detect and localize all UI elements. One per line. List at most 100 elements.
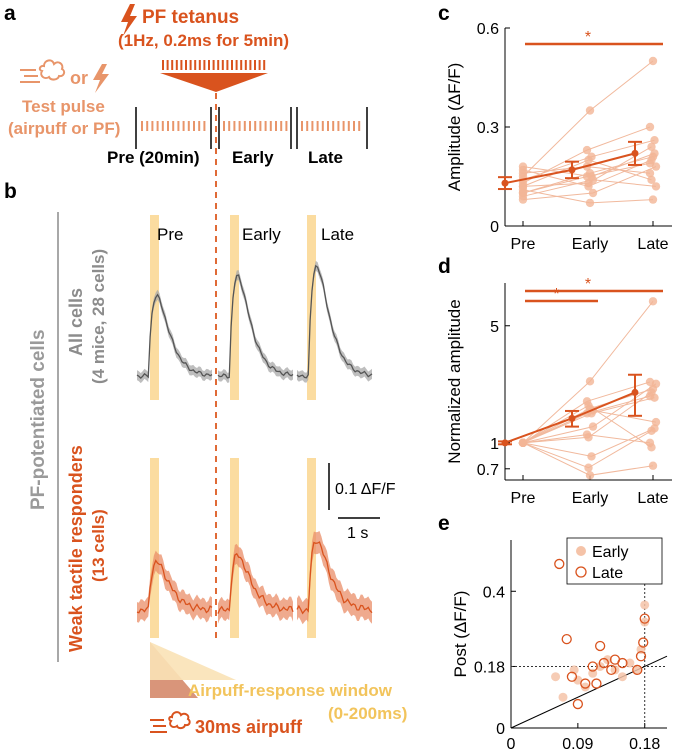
cell-point [584,463,593,472]
scale-bar-x-label: 1 s [347,525,368,542]
tetanus-title: PF tetanus [142,7,239,28]
y-axis-label: Normalized amplitude [445,299,464,463]
cell-point [588,422,598,431]
mean-point [568,414,576,422]
x-tick-label: Early [572,490,608,507]
late-point [554,558,565,570]
y-axis-label: Post (ΔF/F) [451,591,470,678]
cell-point [645,377,655,387]
panel-c-letter: c [438,2,450,25]
mean-point [631,388,639,396]
tetanus-funnel [160,73,268,92]
panel-a-letter: a [4,2,16,25]
test-or-text: or [70,68,88,88]
side-label: PF-potentiated cells [28,329,49,510]
cell-point [585,471,595,480]
x-tick-label: Late [637,236,668,253]
cell-point [650,136,659,145]
y-tick-label: 0.3 [477,120,499,137]
traces-weak-responders [136,531,373,625]
trace-mean-line [136,293,213,380]
mean-point [501,439,509,447]
trace-mean-line [217,552,294,614]
cell-point [645,438,655,448]
response-window-shape [150,642,236,680]
y-tick-label: 5 [490,319,499,336]
early-point [558,692,568,702]
cell-point [518,182,528,191]
cell-line [522,300,654,444]
early-point [625,658,635,668]
cell-point [651,162,661,171]
y-tick-label: 0 [496,721,505,738]
trace-sem-band [297,531,372,625]
cell-point [585,169,595,178]
early-point [610,665,620,675]
early-point [617,672,627,682]
trace-title-early: Early [242,225,281,244]
unity-line [510,655,668,729]
early-point [573,675,583,685]
y-tick-label: 0.6 [477,21,499,38]
late-point [617,657,628,669]
stimulus-band [230,215,239,400]
legend-marker-late [575,566,587,578]
cell-point [587,452,596,461]
x-tick-label: 0.18 [629,736,660,753]
y-tick-label: 0.7 [477,462,499,479]
cell-point [585,377,595,386]
phase-label-early: Early [232,148,274,167]
trace-title-late: Late [321,225,354,244]
late-point [566,671,578,682]
chart-c: Pre Early Late 0 0.3 0.6 Amplitude (ΔF/F) * [445,21,672,253]
cell-point [645,122,655,132]
cell-point [647,142,656,151]
cell-point [648,56,658,66]
cell-point [585,198,595,208]
early-point [640,617,650,627]
test-pulse-label: Test pulse [22,97,105,116]
late-point [598,657,610,669]
cell-point [518,438,528,448]
mean-point [501,179,509,187]
trace-sem-band [297,260,372,383]
cell-point [584,178,593,188]
tetanus-train [162,60,266,70]
late-point [632,664,643,676]
cell-point [588,188,598,198]
cell-point [645,169,655,178]
y-axis-label: Amplitude (ΔF/F) [445,63,464,192]
cell-point [647,175,656,184]
x-tick-label: Early [572,236,608,253]
window-sublabel: (0-200ms) [328,704,407,723]
late-point [572,698,584,710]
group1-sublabel: (4 mice, 28 cells) [89,249,108,384]
cell-point [648,461,658,470]
significance-star: * [585,29,591,46]
airpuff-icon [20,59,66,83]
late-point [561,633,572,645]
late-point [606,664,617,676]
cell-point [518,169,528,178]
early-point [632,665,642,675]
x-tick-label: 0 [507,736,516,753]
scale-bar-y-label: 0.1 ΔF/F [335,481,396,498]
trace-mean-line [296,541,373,615]
trace-sem-band [137,550,212,623]
panel-b-letter: b [4,180,17,203]
panel-e-letter: e [438,512,450,535]
tetanus-params: (1Hz, 0.2ms for 5min) [118,31,289,50]
legend-marker-early [576,546,586,556]
significance-star: * [553,286,559,303]
cell-point [584,433,593,442]
traces-all-cells [136,260,373,384]
cell-point [582,145,592,155]
lightning-icon [121,4,137,36]
timeline [135,107,368,149]
cell-point [648,195,658,204]
x-tick-label: Late [637,490,668,507]
stimulus-band [150,458,159,638]
late-point [639,613,650,624]
trace-mean-line [217,274,294,379]
